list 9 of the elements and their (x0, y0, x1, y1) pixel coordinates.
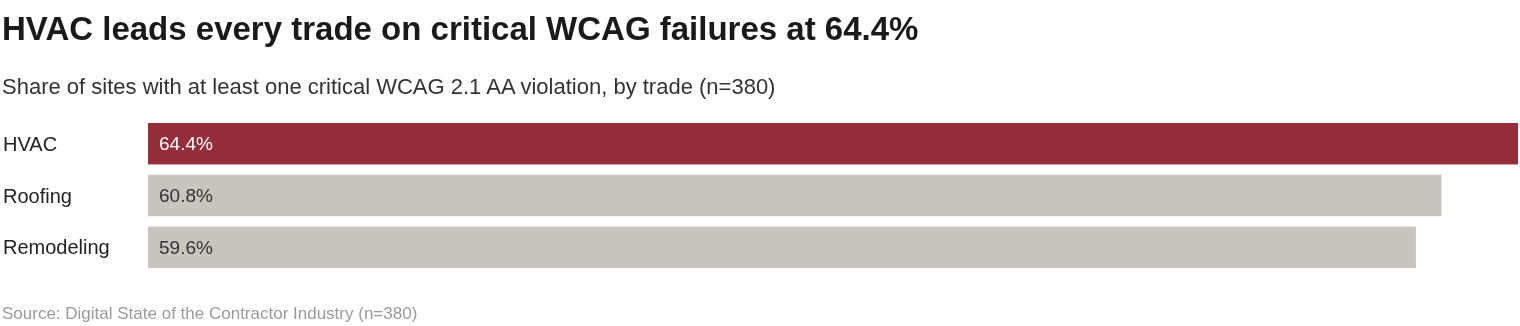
chart-title: HVAC leads every trade on critical WCAG failures at 64.4% (2, 10, 919, 47)
y-tick-label: Remodeling (3, 236, 110, 259)
y-tick-label: HVAC (3, 132, 58, 155)
y-tick-label: Roofing (3, 184, 72, 207)
chart-subtitle: Share of sites with at least one critical WCAG 2.1 AA violation, by trade (n=380) (2, 74, 776, 99)
data-label: 64.4% (159, 133, 213, 155)
source-note: Source: Digital State of the Contractor Industry (n=380) (2, 304, 418, 323)
data-label: 59.6% (159, 236, 213, 258)
data-label: 60.8% (159, 185, 213, 207)
